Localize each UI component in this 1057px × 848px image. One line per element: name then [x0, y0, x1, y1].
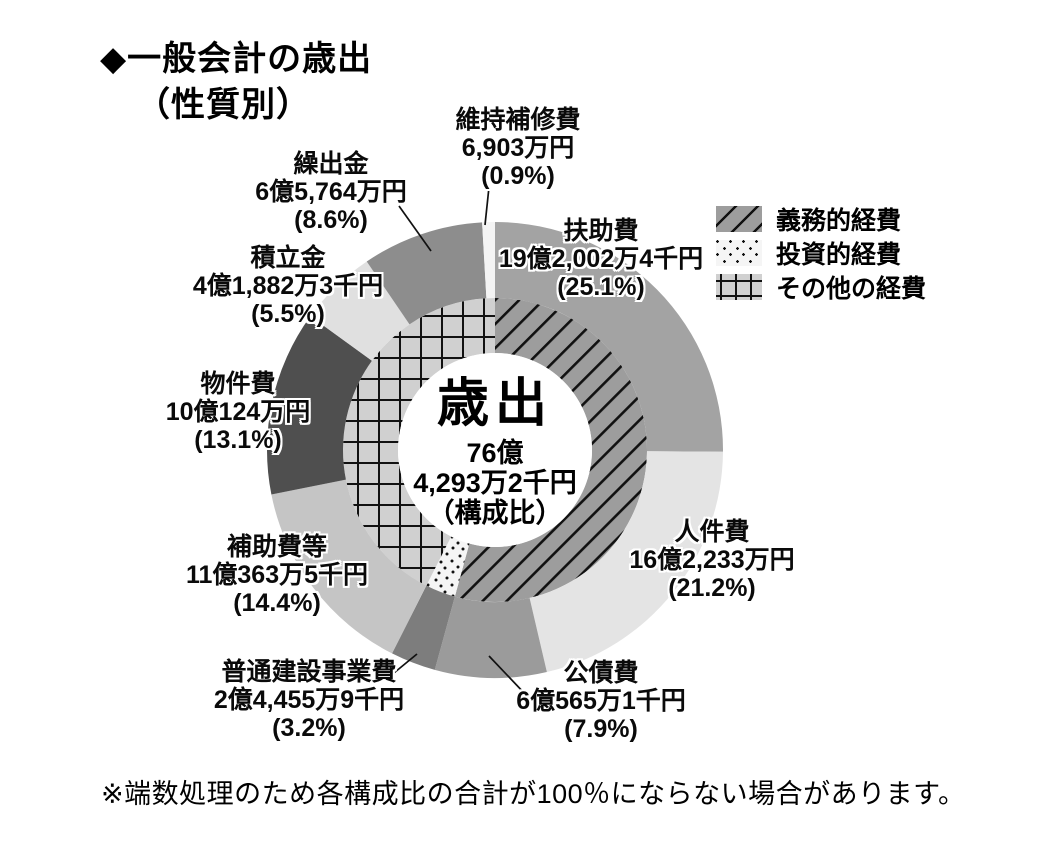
- center-note: （構成比）: [427, 498, 563, 528]
- legend-item-investment-expenses: 投資的経費: [716, 236, 926, 270]
- inner-group-arc-1: [426, 536, 470, 597]
- segment-percent: (0.9%): [481, 162, 555, 190]
- segment-percent: (5.5%): [251, 300, 325, 328]
- diagonal-hatch-pattern-icon: [716, 206, 762, 232]
- segment-amount: 4億1,882万3千円: [192, 272, 384, 300]
- donut-segment-arc-4: [271, 479, 427, 654]
- donut-segment-arc-0: [495, 222, 724, 452]
- segment-label-8: 維持補修費 6,903万円 (0.9%): [455, 106, 580, 190]
- segment-amount: 11億363万5千円: [185, 561, 369, 589]
- leader-line: [488, 655, 528, 697]
- segment-amount: 2億4,455万9千円: [213, 686, 405, 714]
- segment-label-2: 公債費 6億565万1千円 (7.9%): [516, 659, 686, 743]
- chart-center-label: 歳出 76億 4,293万2千円 （構成比）: [413, 373, 577, 529]
- grid-pattern-icon: [716, 274, 762, 300]
- segment-label-1: 人件費 16億2,233万円 (21.2%): [629, 518, 794, 602]
- donut-segment-arc-8: [482, 222, 495, 299]
- segment-amount: 6億5,764万円: [255, 178, 407, 206]
- segment-name: 物件費: [200, 370, 276, 398]
- segment-name: 補助費等: [226, 533, 328, 561]
- segment-name: 普通建設事業費: [221, 658, 397, 686]
- title-line-2: （性質別）: [136, 86, 311, 124]
- leader-line: [398, 205, 432, 252]
- segment-name: 人件費: [674, 518, 750, 546]
- center-total-line-2: 4,293万2千円: [413, 468, 577, 498]
- segment-amount: 6,903万円: [461, 134, 575, 162]
- title-line-1: ◆一般会計の歳出: [100, 40, 373, 78]
- dots-pattern-icon: [716, 240, 762, 266]
- legend-label: 投資的経費: [776, 241, 902, 269]
- segment-percent: (13.1%): [194, 426, 282, 454]
- leader-line: [388, 653, 418, 678]
- page-title: ◆一般会計の歳出 （性質別）: [100, 36, 372, 128]
- segment-label-6: 積立金 4億1,882万3千円 (5.5%): [193, 244, 383, 328]
- center-heading: 歳出: [436, 373, 553, 434]
- legend-label: その他の経費: [776, 275, 927, 303]
- segment-percent: (3.2%): [272, 714, 346, 742]
- donut-segment-arc-6: [310, 261, 410, 361]
- rounding-note: ※端数処理のため各構成比の合計が100％にならない場合があります。: [101, 779, 966, 809]
- donut-segment-arc-3: [392, 585, 455, 670]
- segment-name: 公債費: [563, 659, 639, 687]
- legend-item-obligatory-expenses: 義務的経費: [716, 202, 926, 236]
- leader-line: [484, 186, 490, 226]
- segment-amount: 16億2,233万円: [629, 546, 795, 574]
- segment-name: 維持補修費: [455, 106, 581, 134]
- donut-segment-arc-5: [267, 316, 372, 495]
- donut-segment-arc-2: [434, 596, 547, 679]
- donut-segment-arc-1: [529, 451, 723, 673]
- segment-amount: 10億124万円: [165, 398, 311, 426]
- donut-hole: [398, 353, 592, 547]
- inner-group-arc-0: [454, 298, 648, 603]
- segment-label-4: 補助費等 11億363万5千円 (14.4%): [186, 533, 368, 617]
- segment-percent: (8.6%): [294, 206, 368, 234]
- segment-percent: (14.4%): [233, 589, 321, 617]
- segment-name: 積立金: [250, 244, 326, 272]
- segment-name: 繰出金: [293, 150, 369, 178]
- inner-group-arc-2: [343, 298, 495, 586]
- center-total-line-1: 76億: [466, 438, 524, 468]
- donut-segment-arc-7: [366, 222, 487, 325]
- segment-percent: (7.9%): [564, 715, 638, 743]
- segment-label-0: 扶助費 19億2,002万4千円 (25.1%): [499, 217, 703, 301]
- segment-name: 扶助費: [563, 217, 639, 245]
- segment-amount: 19億2,002万4千円: [498, 245, 704, 273]
- segment-label-7: 繰出金 6億5,764万円 (8.6%): [255, 150, 406, 234]
- segment-percent: (21.2%): [668, 574, 756, 602]
- segment-amount: 6億565万1千円: [516, 687, 686, 715]
- segment-percent: (25.1%): [557, 273, 645, 301]
- segment-label-3: 普通建設事業費 2億4,455万9千円 (3.2%): [214, 658, 404, 742]
- segment-label-5: 物件費 10億124万円 (13.1%): [166, 370, 311, 454]
- legend-item-other-expenses: その他の経費: [716, 270, 926, 304]
- legend-label: 義務的経費: [776, 207, 902, 235]
- legend: 義務的経費 投資的経費 その他の経費: [716, 202, 926, 304]
